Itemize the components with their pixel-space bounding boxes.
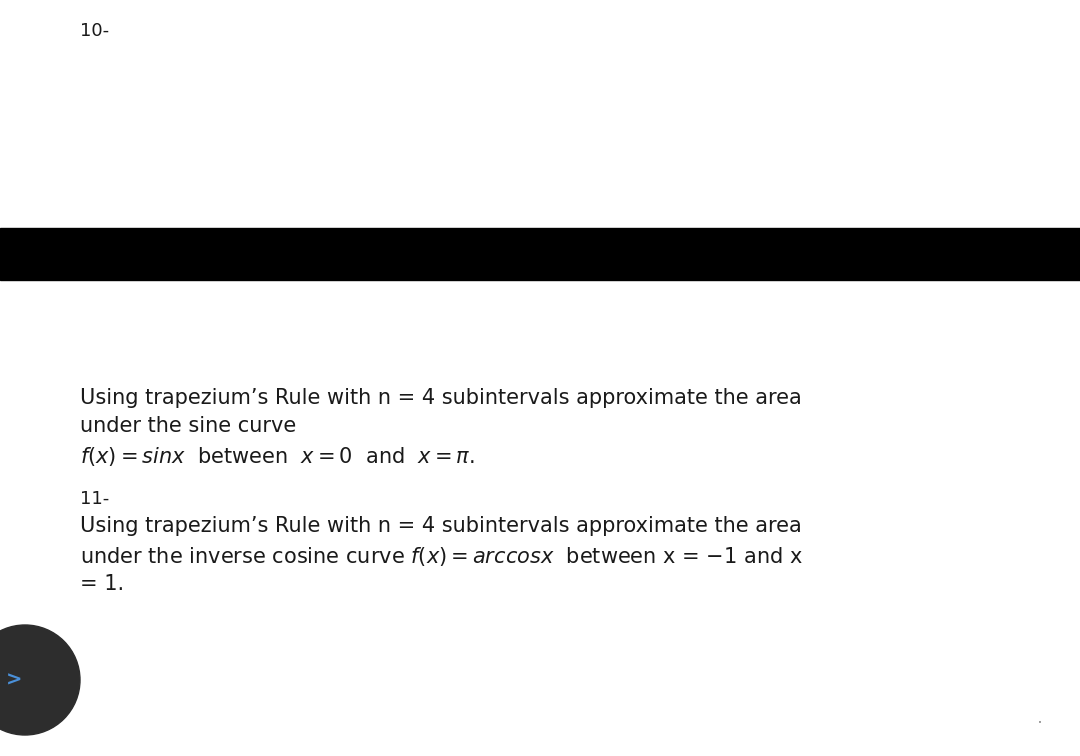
Text: 11-: 11- [80, 490, 109, 508]
Text: under the inverse cosine curve $f(x) = \mathit{arccosx}$  between x = $-$1 and x: under the inverse cosine curve $f(x) = \… [80, 545, 802, 568]
Circle shape [0, 625, 80, 735]
Text: Using trapezium’s Rule with n = 4 subintervals approximate the area: Using trapezium’s Rule with n = 4 subint… [80, 516, 801, 536]
Text: Using trapezium’s Rule with n = 4 subintervals approximate the area: Using trapezium’s Rule with n = 4 subint… [80, 388, 801, 408]
Text: = 1.: = 1. [80, 574, 124, 594]
Text: >: > [5, 671, 23, 689]
Bar [0, 228, 1080, 280]
Text: $f(x) = \mathit{sinx}$  between  $x = 0$  and  $x = \pi.$: $f(x) = \mathit{sinx}$ between $x = 0$ a… [80, 445, 475, 468]
Text: under the sine curve: under the sine curve [80, 416, 296, 436]
Text: •: • [1038, 720, 1042, 726]
Text: 10-: 10- [80, 22, 109, 40]
